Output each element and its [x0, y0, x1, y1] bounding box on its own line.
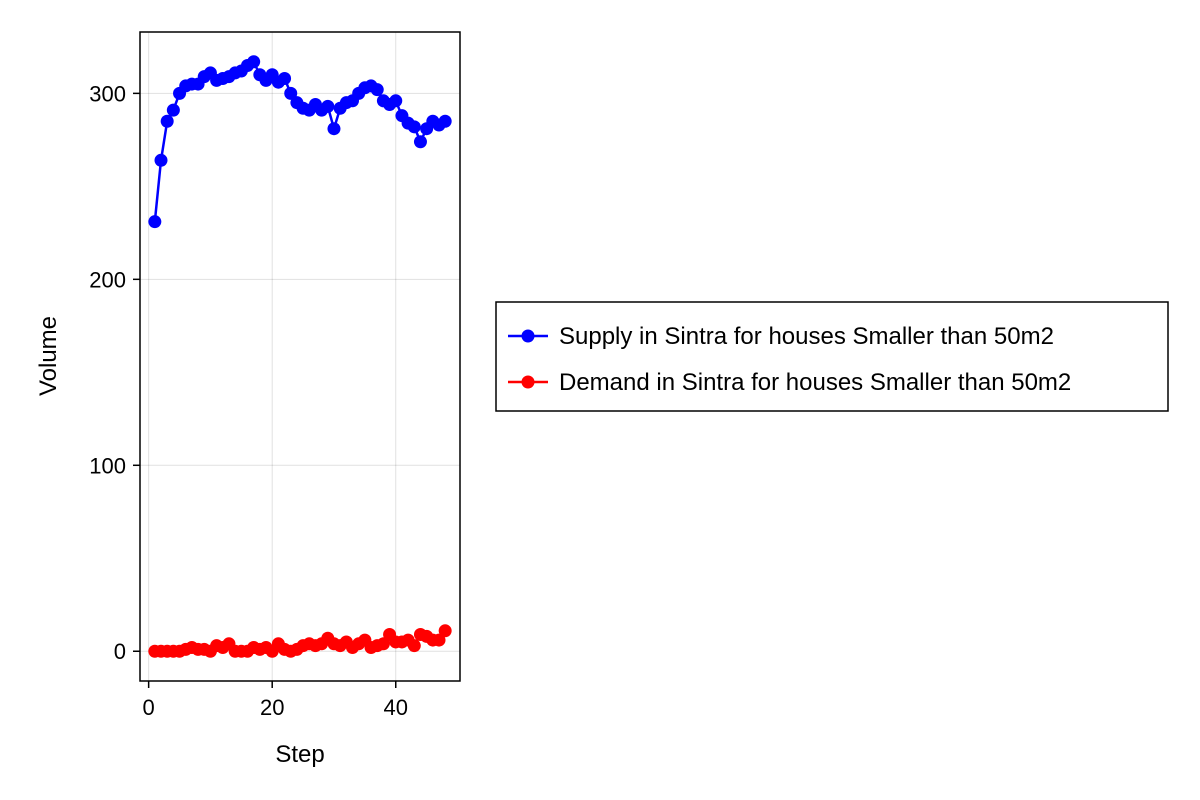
data-point — [370, 83, 384, 97]
legend: Supply in Sintra for houses Smaller than… — [495, 301, 1169, 412]
data-point — [247, 55, 261, 69]
legend-marker — [521, 329, 535, 343]
data-point — [407, 639, 421, 653]
data-point — [327, 122, 341, 136]
legend-item: Demand in Sintra for houses Smaller than… — [508, 369, 1071, 396]
x-tick-label: 0 — [143, 695, 155, 720]
series-layer — [148, 55, 452, 658]
data-point — [160, 114, 174, 128]
x-tick-label: 40 — [384, 695, 408, 720]
data-point — [148, 215, 162, 229]
y-tick-label: 200 — [89, 267, 126, 292]
x-axis-ticks: 0 20 40 — [143, 681, 408, 720]
legend-label: Supply in Sintra for houses Smaller than… — [559, 323, 1054, 350]
data-point — [389, 94, 403, 108]
data-point — [321, 99, 335, 113]
series-1 — [148, 624, 452, 658]
x-axis-title: Step — [275, 741, 324, 768]
data-point — [432, 633, 446, 647]
series-0 — [148, 55, 452, 229]
y-tick-label: 300 — [89, 81, 126, 106]
data-point — [438, 114, 452, 128]
data-point — [278, 71, 292, 85]
data-point — [154, 153, 168, 167]
data-point — [407, 120, 421, 134]
x-tick-label: 20 — [260, 695, 284, 720]
y-axis-ticks: 0 100 200 300 — [89, 81, 140, 664]
y-tick-label: 0 — [114, 639, 126, 664]
legend-marker — [521, 375, 535, 389]
data-point — [438, 624, 452, 638]
data-point — [166, 103, 180, 117]
data-point — [413, 135, 427, 149]
y-tick-label: 100 — [89, 453, 126, 478]
legend-item: Supply in Sintra for houses Smaller than… — [508, 323, 1054, 350]
data-point — [284, 86, 298, 100]
y-axis-title: Volume — [35, 316, 62, 396]
legend-label: Demand in Sintra for houses Smaller than… — [559, 369, 1071, 396]
data-point — [376, 637, 390, 651]
plot-frame — [139, 31, 461, 682]
legend-box — [495, 301, 1169, 412]
